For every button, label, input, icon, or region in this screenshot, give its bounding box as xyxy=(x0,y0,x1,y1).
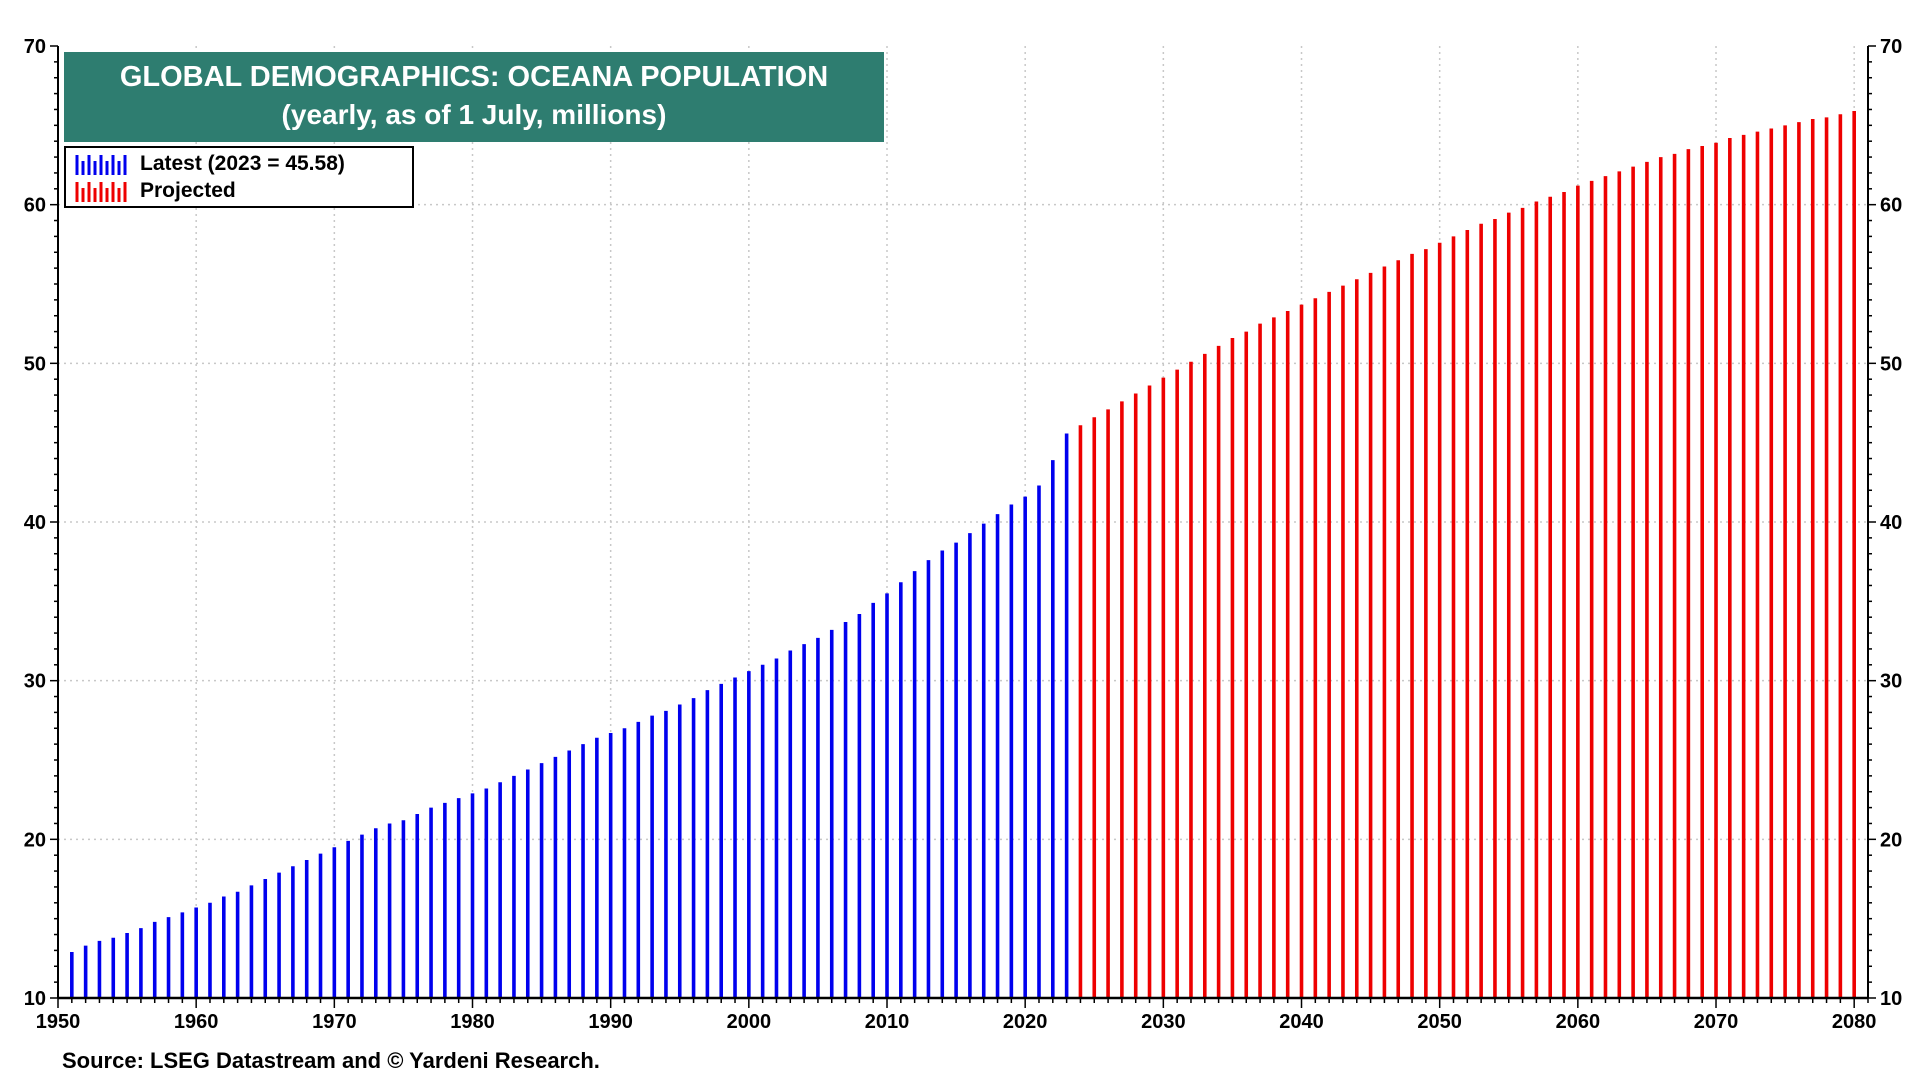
y-tick-label-left: 70 xyxy=(24,36,46,58)
legend-swatch-latest xyxy=(75,155,127,175)
x-tick-label: 2040 xyxy=(1279,1011,1324,1033)
y-tick-label-left: 50 xyxy=(24,353,46,375)
y-tick-label-left: 10 xyxy=(24,988,46,1010)
x-tick-label: 2070 xyxy=(1694,1011,1739,1033)
legend-label-latest: Latest (2023 = 45.58) xyxy=(140,152,345,175)
legend-label-projected: Projected xyxy=(140,179,236,202)
x-tick-label: 1980 xyxy=(450,1011,495,1033)
tick-marks xyxy=(50,45,1876,1008)
x-tick-label: 2000 xyxy=(727,1011,772,1033)
x-tick-label: 2020 xyxy=(1003,1011,1048,1033)
chart-title: GLOBAL DEMOGRAPHICS: OCEANA POPULATION xyxy=(119,61,829,93)
y-tick-label-right: 10 xyxy=(1880,988,1902,1010)
source-note: Source: LSEG Datastream and © Yardeni Re… xyxy=(62,1048,600,1073)
y-tick-label-right: 70 xyxy=(1880,36,1902,58)
x-tick-label: 2030 xyxy=(1141,1011,1186,1033)
y-tick-label-left: 60 xyxy=(24,195,46,217)
legend: Latest (2023 = 45.58) Projected xyxy=(64,146,414,208)
legend-item-latest: Latest (2023 = 45.58) xyxy=(74,151,345,177)
legend-item-projected: Projected xyxy=(74,178,236,204)
y-tick-label-right: 30 xyxy=(1880,671,1902,693)
x-tick-label: 1990 xyxy=(588,1011,633,1033)
x-tick-label: 2050 xyxy=(1417,1011,1462,1033)
x-tick-label: 1970 xyxy=(312,1011,357,1033)
y-tick-label-right: 20 xyxy=(1880,829,1902,851)
y-tick-label-right: 50 xyxy=(1880,353,1902,375)
x-tick-label: 1960 xyxy=(174,1011,219,1033)
chart-title-box: GLOBAL DEMOGRAPHICS: OCEANA POPULATION (… xyxy=(64,52,884,142)
x-tick-label: 2010 xyxy=(865,1011,910,1033)
y-tick-label-left: 20 xyxy=(24,829,46,851)
y-tick-label-right: 40 xyxy=(1880,512,1902,534)
bar-series xyxy=(70,111,1856,998)
y-tick-label-right: 60 xyxy=(1880,195,1902,217)
y-tick-label-left: 40 xyxy=(24,512,46,534)
legend-swatch-projected xyxy=(75,182,127,202)
y-tick-label-left: 30 xyxy=(24,671,46,693)
x-tick-label: 2080 xyxy=(1832,1011,1877,1033)
x-tick-label: 1950 xyxy=(36,1011,81,1033)
chart-subtitle: (yearly, as of 1 July, millions) xyxy=(281,99,667,130)
x-tick-label: 2060 xyxy=(1556,1011,1601,1033)
